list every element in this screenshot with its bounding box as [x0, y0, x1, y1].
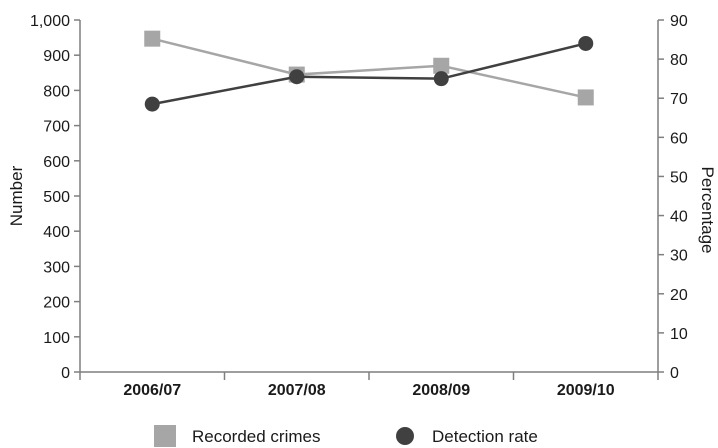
left-tick-label: 800 [43, 83, 70, 100]
series-line-circle [152, 42, 587, 106]
left-tick-label: 0 [61, 365, 70, 382]
right-tick-label: 80 [670, 52, 688, 69]
series-group [144, 30, 594, 112]
left-tick-label: 200 [43, 295, 70, 312]
left-tick-label: 500 [43, 189, 70, 206]
data-point-circle [144, 96, 160, 112]
x-category-label: 2006/07 [123, 382, 181, 399]
legend-marker-square [154, 425, 176, 447]
right-tick-label: 0 [670, 365, 679, 382]
x-category-label: 2008/09 [412, 382, 470, 399]
x-category-label: 2007/08 [268, 382, 326, 399]
legend-label: Detection rate [432, 427, 538, 446]
left-tick-label: 100 [43, 330, 70, 347]
right-tick-label: 50 [670, 169, 688, 186]
axes [79, 20, 659, 373]
x-axis-ticks: 2006/07 2007/08 2008/09 2009/10 [79, 372, 659, 399]
left-axis-title: Number [7, 165, 26, 226]
data-point-square [144, 30, 161, 47]
left-tick-label: 700 [43, 119, 70, 136]
left-tick-label: 600 [43, 154, 70, 171]
right-tick-label: 30 [670, 248, 688, 265]
x-category-label: 2009/10 [557, 382, 615, 399]
right-tick-label: 70 [670, 91, 688, 108]
legend: Recorded crimes Detection rate [154, 425, 538, 447]
data-point-circle [289, 69, 305, 85]
left-tick-label: 900 [43, 48, 70, 65]
right-y-axis-ticks: 0 10 20 30 40 50 60 70 80 90 [658, 13, 688, 382]
data-point-circle [433, 71, 449, 87]
legend-marker-circle [396, 427, 414, 445]
right-tick-label: 20 [670, 287, 688, 304]
left-tick-label: 1,000 [30, 13, 70, 30]
data-point-circle [578, 35, 594, 51]
left-tick-label: 300 [43, 259, 70, 276]
series-line-square [151, 37, 587, 99]
right-tick-label: 60 [670, 130, 688, 147]
left-tick-label: 400 [43, 224, 70, 241]
right-axis-title: Percentage [698, 167, 717, 254]
data-point-square [433, 57, 450, 74]
right-tick-label: 10 [670, 326, 688, 343]
legend-label: Recorded crimes [192, 427, 321, 446]
right-tick-label: 40 [670, 209, 688, 226]
data-point-square [577, 89, 594, 106]
right-tick-label: 90 [670, 13, 688, 30]
left-y-axis-ticks: 0 100 200 300 400 500 600 700 800 900 1,000 [30, 13, 80, 382]
